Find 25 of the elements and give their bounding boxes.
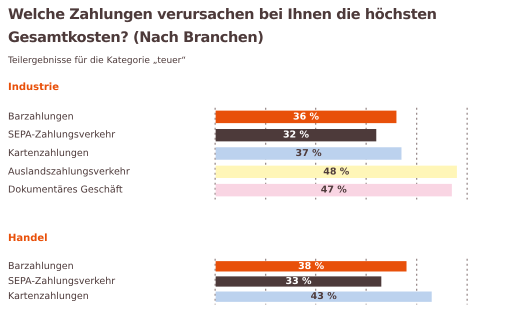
y-tick-label: Auslandszahlungsverkehr (8, 166, 130, 178)
y-tick-label: Barzahlungen (8, 260, 74, 272)
data-label: 47 % (320, 184, 348, 196)
chart-title: Welche Zahlungen verursachen bei Ihnen die höchsten Gesamtkosten? (Nach Branchen) (8, 6, 438, 48)
bar (216, 147, 402, 160)
data-label: 32 % (282, 130, 310, 141)
y-tick-label: Kartenzahlungen (8, 291, 89, 302)
bar (216, 166, 457, 178)
data-label: 48 % (323, 166, 350, 178)
text: Teilergebnisse für die Kategorie „teuer“ (8, 56, 186, 66)
y-tick-label: Kartenzahlungen (8, 148, 89, 159)
data-label: 36 % (293, 111, 320, 122)
data-label: 38 % (298, 260, 325, 272)
data-label: 37 % (296, 148, 322, 159)
bar (216, 184, 452, 196)
bar (216, 110, 396, 124)
data-label: 43 % (310, 291, 338, 302)
y-tick-label: Barzahlungen (8, 111, 74, 122)
y-tick-label: SEPA-Zahlungsverkehr (8, 276, 116, 287)
bar (216, 128, 376, 142)
text: Handel (8, 233, 48, 244)
text: Industrie (8, 82, 59, 93)
y-tick-label: SEPA-Zahlungsverkehr (8, 130, 116, 141)
data-label: 33 % (285, 276, 312, 287)
y-tick-label: Dokumentäres Geschäft (8, 184, 123, 196)
